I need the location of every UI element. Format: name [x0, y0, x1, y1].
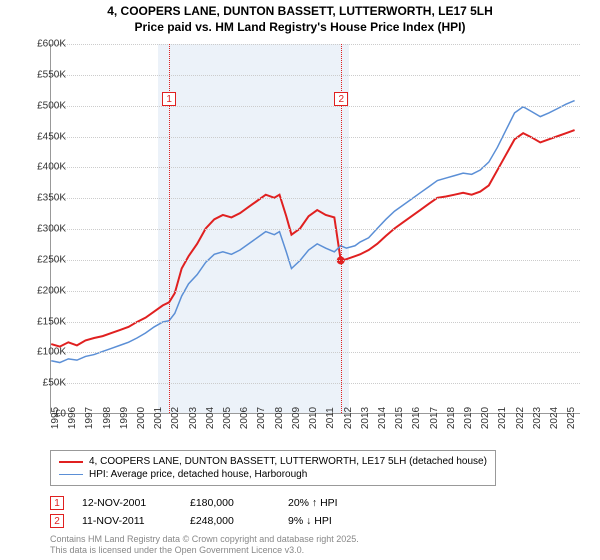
x-tick-label: 2015: [394, 407, 405, 429]
gridline: [51, 260, 580, 261]
legend-label: 4, COOPERS LANE, DUNTON BASSETT, LUTTERW…: [89, 456, 487, 467]
sale-marker-box: 2: [334, 92, 348, 106]
sale-row: 2 11-NOV-2011 £248,000 9% ↓ HPI: [50, 512, 378, 530]
gridline: [51, 137, 580, 138]
sale-delta: 20% ↑ HPI: [288, 497, 378, 509]
sale-id-box: 1: [50, 496, 64, 510]
gridline: [51, 291, 580, 292]
x-tick-label: 2017: [429, 407, 440, 429]
sale-id-box: 2: [50, 514, 64, 528]
x-tick-label: 1996: [67, 407, 78, 429]
series-hpi: [51, 101, 574, 363]
x-tick-label: 2004: [205, 407, 216, 429]
gridline: [51, 229, 580, 230]
y-tick-label: £600K: [37, 39, 66, 50]
gridline: [51, 322, 580, 323]
sale-row: 1 12-NOV-2001 £180,000 20% ↑ HPI: [50, 494, 378, 512]
x-tick-label: 2009: [291, 407, 302, 429]
sale-price: £248,000: [190, 515, 270, 527]
x-tick-label: 2024: [549, 407, 560, 429]
legend-row: 4, COOPERS LANE, DUNTON BASSETT, LUTTERW…: [59, 455, 487, 468]
x-tick-label: 2016: [411, 407, 422, 429]
sale-price: £180,000: [190, 497, 270, 509]
x-tick-label: 2006: [239, 407, 250, 429]
y-tick-label: £300K: [37, 224, 66, 235]
plot-area: 12: [50, 44, 580, 414]
x-tick-label: 2025: [566, 407, 577, 429]
y-tick-label: £200K: [37, 285, 66, 296]
x-tick-label: 2022: [515, 407, 526, 429]
title-line-1: 4, COOPERS LANE, DUNTON BASSETT, LUTTERW…: [0, 4, 600, 20]
sale-date: 11-NOV-2011: [82, 515, 172, 527]
y-tick-label: £450K: [37, 131, 66, 142]
x-tick-label: 1999: [119, 407, 130, 429]
y-tick-label: £50K: [43, 378, 66, 389]
gridline: [51, 352, 580, 353]
x-tick-label: 1997: [84, 407, 95, 429]
sale-marker-box: 1: [162, 92, 176, 106]
x-tick-label: 2010: [308, 407, 319, 429]
chart-title: 4, COOPERS LANE, DUNTON BASSETT, LUTTERW…: [0, 0, 600, 35]
legend-swatch: [59, 474, 83, 475]
legend-row: HPI: Average price, detached house, Harb…: [59, 468, 487, 481]
y-tick-label: £550K: [37, 69, 66, 80]
x-tick-label: 1998: [102, 407, 113, 429]
y-tick-label: £500K: [37, 100, 66, 111]
series-property: [51, 130, 574, 347]
x-tick-label: 2021: [497, 407, 508, 429]
gridline: [51, 167, 580, 168]
chart-container: 4, COOPERS LANE, DUNTON BASSETT, LUTTERW…: [0, 0, 600, 560]
gridline: [51, 106, 580, 107]
x-tick-label: 2001: [153, 407, 164, 429]
footer-line-2: This data is licensed under the Open Gov…: [50, 545, 359, 556]
gridline: [51, 383, 580, 384]
x-tick-label: 2005: [222, 407, 233, 429]
footer-line-1: Contains HM Land Registry data © Crown c…: [50, 534, 359, 545]
gridline: [51, 75, 580, 76]
x-tick-label: 2023: [532, 407, 543, 429]
x-tick-label: 1995: [50, 407, 61, 429]
sale-delta: 9% ↓ HPI: [288, 515, 378, 527]
x-tick-label: 2012: [343, 407, 354, 429]
x-tick-label: 2014: [377, 407, 388, 429]
x-tick-label: 2020: [480, 407, 491, 429]
y-tick-label: £100K: [37, 347, 66, 358]
x-tick-label: 2003: [188, 407, 199, 429]
y-tick-label: £150K: [37, 316, 66, 327]
x-tick-label: 2018: [446, 407, 457, 429]
y-tick-label: £250K: [37, 254, 66, 265]
x-tick-label: 2002: [170, 407, 181, 429]
gridline: [51, 44, 580, 45]
sales-table: 1 12-NOV-2001 £180,000 20% ↑ HPI 2 11-NOV-201…: [50, 494, 378, 530]
y-tick-label: £350K: [37, 193, 66, 204]
legend: 4, COOPERS LANE, DUNTON BASSETT, LUTTERW…: [50, 450, 496, 486]
x-tick-label: 2007: [256, 407, 267, 429]
x-tick-label: 2019: [463, 407, 474, 429]
sale-date: 12-NOV-2001: [82, 497, 172, 509]
title-line-2: Price paid vs. HM Land Registry's House …: [0, 20, 600, 36]
footer-attribution: Contains HM Land Registry data © Crown c…: [50, 534, 359, 556]
y-tick-label: £400K: [37, 162, 66, 173]
x-tick-label: 2008: [274, 407, 285, 429]
x-tick-label: 2013: [360, 407, 371, 429]
x-tick-label: 2000: [136, 407, 147, 429]
legend-swatch: [59, 461, 83, 463]
x-tick-label: 2011: [325, 407, 336, 429]
legend-label: HPI: Average price, detached house, Harb…: [89, 469, 307, 480]
gridline: [51, 198, 580, 199]
